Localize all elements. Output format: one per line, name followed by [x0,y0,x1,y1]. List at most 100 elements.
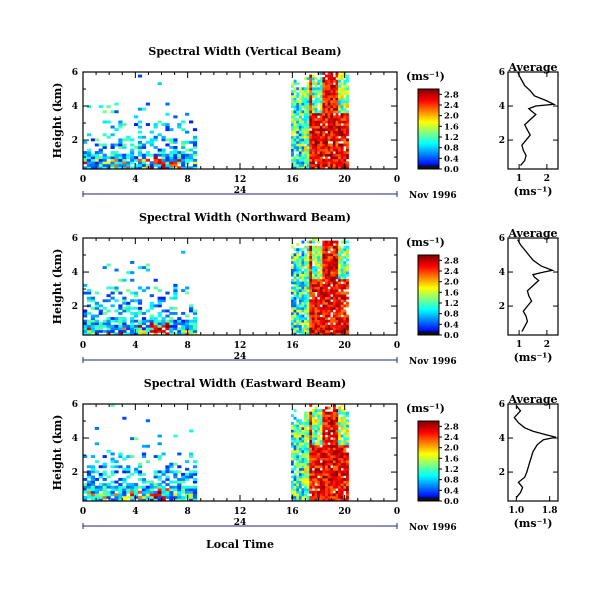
heatmap-cell [177,327,182,331]
heatmap-cell [165,488,170,492]
heatmap-cell [343,250,347,254]
heatmap-cell [291,82,294,86]
heatmap-cell [301,100,305,103]
heatmap-cell [327,146,331,149]
heatmap-cell [332,301,336,305]
heatmap-cell [317,309,321,313]
heatmap-cell [343,84,347,88]
heatmap-cell [338,409,341,412]
heatmap-cell [338,416,341,420]
heatmap-cell [291,449,294,453]
heatmap-cell [110,488,115,492]
heatmap-cell [291,95,294,98]
heatmap-cell [118,465,123,469]
heatmap-cell [98,483,103,486]
heatmap-cell [322,163,326,167]
heatmap-cell [149,130,154,134]
heatmap-cell [327,465,331,469]
heatmap-cell [110,133,115,137]
heatmap-cell [319,319,323,323]
heatmap-cell [293,110,297,114]
heatmap-cell [161,495,166,499]
heatmap-cell [309,273,313,277]
heatmap-cell [332,317,336,320]
heatmap-cell [153,324,158,328]
heatmap-cell [106,319,111,323]
heatmap-cell [309,143,313,147]
heatmap-cell [309,115,313,119]
heatmap-cell [161,317,166,320]
heatmap-cell [98,495,103,499]
heatmap-cell [312,253,315,257]
heatmap-cell [306,424,310,428]
heatmap-cell [298,133,302,137]
heatmap-cell [325,299,328,303]
heatmap-cell [309,250,313,254]
heatmap-cell [327,490,331,494]
heatmap-cell [338,444,341,448]
heatmap-cell [322,299,326,303]
heatmap-cell [314,424,318,428]
heatmap-cell [325,437,328,441]
heatmap-cell [83,151,88,154]
heatmap-cell [327,483,331,486]
heatmap-cell [106,449,111,453]
heatmap-cell [114,110,119,114]
heatmap-cell [177,153,182,157]
heatmap-cell [338,107,341,111]
heatmap-cell [327,294,331,298]
heatmap-cell [338,411,341,415]
heatmap-cell [304,283,307,287]
heatmap-cell [340,146,344,149]
heatmap-cell [86,495,92,499]
heatmap-cell [309,429,313,433]
heatmap-cell [327,166,331,170]
colorbar-swatch [418,308,439,311]
heatmap-cell [314,309,318,313]
heatmap-cell [122,161,127,165]
heatmap-cell [169,332,174,336]
heatmap-cell [322,243,326,246]
heatmap-cell [314,296,318,300]
heatmap-cell [161,332,166,336]
heatmap-cell [309,271,313,275]
heatmap-cell [332,153,336,157]
heatmap-cell [301,329,305,333]
heatmap-cell [319,317,323,320]
heatmap-cell [102,312,107,315]
heatmap-cell [301,289,305,292]
heatmap-cell [306,327,310,331]
colorbar-swatch [418,135,439,138]
heatmap-cell [145,332,150,336]
heatmap-cell [145,493,150,497]
heatmap-cell [330,100,334,103]
heatmap-cell [298,107,302,111]
heatmap-cell [137,143,143,147]
heatmap-cell [340,304,344,308]
heatmap-cell [145,485,150,489]
heatmap-cell [291,289,294,292]
heatmap-cell [304,289,307,292]
heatmap-cell [338,161,341,165]
heatmap-cell [346,332,349,336]
heatmap-cell [173,322,178,326]
heatmap-cell [319,301,323,305]
heatmap-cell [340,427,344,430]
heatmap-cell [346,301,349,305]
colorbar-swatch [418,273,439,276]
heatmap-cell [335,465,339,469]
heatmap-cell [304,140,307,144]
heatmap-cell [309,163,313,167]
heatmap-cell [327,112,331,116]
heatmap-cell [291,439,294,443]
heatmap-cell [338,163,341,167]
heatmap-cell [122,156,127,160]
heatmap-cell [312,79,315,83]
heatmap-cell [317,161,321,165]
heatmap-cell [161,309,166,313]
heatmap-cell [181,322,186,326]
heatmap-cell [322,427,326,430]
heatmap-cell [301,317,305,320]
heatmap-cell [296,140,300,144]
heatmap-cell [122,166,127,170]
